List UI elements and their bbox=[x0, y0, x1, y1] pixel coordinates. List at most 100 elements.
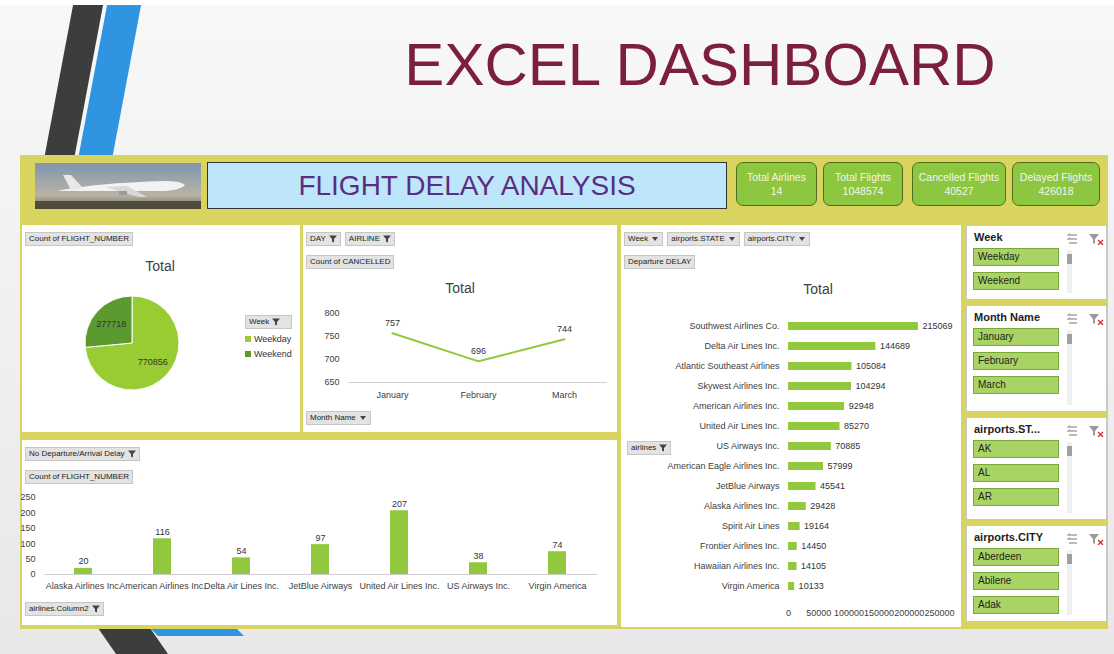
svg-text:American Eagle Airlines Inc.: American Eagle Airlines Inc. bbox=[667, 461, 779, 471]
svg-text:Southwest Airlines Co.: Southwest Airlines Co. bbox=[689, 321, 779, 331]
html-text:Delayed Flights: Delayed Flights bbox=[1019, 171, 1093, 183]
svg-text:38: 38 bbox=[473, 551, 483, 561]
svg-text:US Airways Inc.: US Airways Inc. bbox=[447, 581, 510, 591]
html-text:Total: Total bbox=[145, 258, 175, 274]
html-text:426018: 426018 bbox=[1038, 185, 1074, 197]
html-text:Count of FLIGHT_NUMBER: Count of FLIGHT_NUMBER bbox=[29, 234, 129, 243]
svg-text:United Air Lines Inc.: United Air Lines Inc. bbox=[359, 581, 439, 591]
svg-text:250000: 250000 bbox=[924, 608, 954, 618]
html-text:Weekend: Weekend bbox=[254, 349, 292, 359]
svg-text:19164: 19164 bbox=[804, 521, 829, 531]
html-text:DAY: DAY bbox=[310, 234, 326, 243]
svg-text:Spirit Air Lines: Spirit Air Lines bbox=[722, 521, 780, 531]
svg-text:March: March bbox=[552, 390, 577, 400]
svg-text:215069: 215069 bbox=[922, 321, 952, 331]
svg-text:104294: 104294 bbox=[855, 381, 885, 391]
svg-text:150: 150 bbox=[20, 523, 35, 533]
svg-text:United Air Lines Inc.: United Air Lines Inc. bbox=[699, 421, 779, 431]
html-text:Weekday: Weekday bbox=[254, 334, 292, 344]
html-text:January: January bbox=[978, 331, 1014, 342]
html-text:March: March bbox=[978, 379, 1006, 390]
svg-text:50: 50 bbox=[25, 554, 35, 564]
svg-text:744: 744 bbox=[557, 324, 572, 334]
svg-text:American Airlines Inc.: American Airlines Inc. bbox=[693, 401, 780, 411]
html-text:Week: Week bbox=[974, 231, 1003, 243]
svg-text:Delta Air Lines Inc.: Delta Air Lines Inc. bbox=[704, 341, 779, 351]
html-text:Week: Week bbox=[249, 317, 270, 326]
svg-text:277718: 277718 bbox=[96, 319, 126, 329]
svg-text:45541: 45541 bbox=[820, 481, 845, 491]
svg-text:696: 696 bbox=[471, 346, 486, 356]
svg-text:US Airways Inc.: US Airways Inc. bbox=[716, 441, 779, 451]
svg-text:57999: 57999 bbox=[828, 461, 853, 471]
svg-text:0: 0 bbox=[786, 608, 791, 618]
svg-text:29428: 29428 bbox=[810, 501, 835, 511]
html-text:February: February bbox=[978, 355, 1018, 366]
svg-text:770856: 770856 bbox=[138, 357, 168, 367]
svg-text:92948: 92948 bbox=[849, 401, 874, 411]
svg-text:Skywest Airlines Inc.: Skywest Airlines Inc. bbox=[697, 381, 779, 391]
svg-text:10133: 10133 bbox=[799, 581, 824, 591]
svg-text:JetBlue Airways: JetBlue Airways bbox=[716, 481, 780, 491]
html-text:Total Flights: Total Flights bbox=[835, 171, 891, 183]
svg-text:100000: 100000 bbox=[834, 608, 864, 618]
svg-text:Hawaiian Airlines Inc.: Hawaiian Airlines Inc. bbox=[694, 561, 780, 571]
html-text:Total: Total bbox=[445, 280, 475, 296]
svg-text:0: 0 bbox=[30, 569, 35, 579]
svg-text:50000: 50000 bbox=[806, 608, 831, 618]
svg-text:Alaska Airlines Inc.: Alaska Airlines Inc. bbox=[704, 501, 780, 511]
svg-text:757: 757 bbox=[385, 318, 400, 328]
svg-text:144689: 144689 bbox=[880, 341, 910, 351]
svg-text:750: 750 bbox=[324, 331, 339, 341]
html-text:airports.ST...: airports.ST... bbox=[974, 423, 1040, 435]
html-text:40527: 40527 bbox=[944, 185, 974, 197]
svg-text:105084: 105084 bbox=[856, 361, 886, 371]
html-text:Weekday: Weekday bbox=[978, 251, 1020, 262]
svg-text:February: February bbox=[460, 390, 497, 400]
svg-text:14105: 14105 bbox=[801, 561, 826, 571]
html-text:AR: AR bbox=[978, 491, 992, 502]
svg-text:14450: 14450 bbox=[801, 541, 826, 551]
html-text:FLIGHT DELAY ANALYSIS: FLIGHT DELAY ANALYSIS bbox=[298, 169, 636, 201]
svg-text:January: January bbox=[376, 390, 409, 400]
html-text:Total Airlines: Total Airlines bbox=[747, 171, 806, 183]
svg-text:Frontier Airlines Inc.: Frontier Airlines Inc. bbox=[700, 541, 780, 551]
svg-text:100: 100 bbox=[20, 539, 35, 549]
html-text:Weekend: Weekend bbox=[978, 275, 1021, 286]
svg-text:JetBlue Airways: JetBlue Airways bbox=[289, 581, 353, 591]
html-text:AIRLINE: AIRLINE bbox=[348, 234, 380, 243]
svg-text:Alaska Airlines Inc.: Alaska Airlines Inc. bbox=[46, 581, 122, 591]
html-text:Cancelled Flights: Cancelled Flights bbox=[918, 171, 1000, 183]
html-text:14: 14 bbox=[770, 185, 783, 197]
svg-text:Virgin America: Virgin America bbox=[529, 581, 587, 591]
svg-text:116: 116 bbox=[155, 527, 169, 537]
html-text:Total: Total bbox=[803, 281, 833, 297]
svg-text:200000: 200000 bbox=[894, 608, 924, 618]
svg-text:800: 800 bbox=[324, 308, 339, 318]
svg-text:Atlantic Southeast Airlines: Atlantic Southeast Airlines bbox=[675, 361, 780, 371]
svg-text:20: 20 bbox=[78, 556, 88, 566]
svg-text:74: 74 bbox=[552, 540, 562, 550]
svg-text:Delta Air Lines Inc.: Delta Air Lines Inc. bbox=[204, 581, 279, 591]
html-text:1048574: 1048574 bbox=[842, 185, 884, 197]
svg-text:200: 200 bbox=[20, 508, 35, 518]
svg-text:207: 207 bbox=[392, 499, 407, 509]
html-text:Adak: Adak bbox=[978, 599, 1001, 610]
html-text:airports.CITY: airports.CITY bbox=[974, 531, 1044, 543]
svg-text:American Airlines Inc.: American Airlines Inc. bbox=[119, 581, 206, 591]
html-text:Abilene: Abilene bbox=[978, 575, 1012, 586]
html-text:EXCEL DASHBOARD: EXCEL DASHBOARD bbox=[404, 31, 996, 98]
html-text:Aberdeen: Aberdeen bbox=[978, 551, 1022, 562]
svg-text:650: 650 bbox=[324, 377, 339, 387]
svg-text:97: 97 bbox=[315, 533, 325, 543]
html-text:AK: AK bbox=[978, 443, 992, 454]
svg-text:250: 250 bbox=[20, 492, 35, 502]
svg-text:54: 54 bbox=[236, 546, 246, 556]
svg-text:Virgin America: Virgin America bbox=[722, 581, 780, 591]
svg-text:85270: 85270 bbox=[844, 421, 869, 431]
svg-text:700: 700 bbox=[324, 354, 339, 364]
svg-text:70885: 70885 bbox=[835, 441, 860, 451]
html-text:Month Name: Month Name bbox=[974, 311, 1040, 323]
html-text:AL: AL bbox=[978, 467, 991, 478]
svg-text:150000: 150000 bbox=[864, 608, 894, 618]
